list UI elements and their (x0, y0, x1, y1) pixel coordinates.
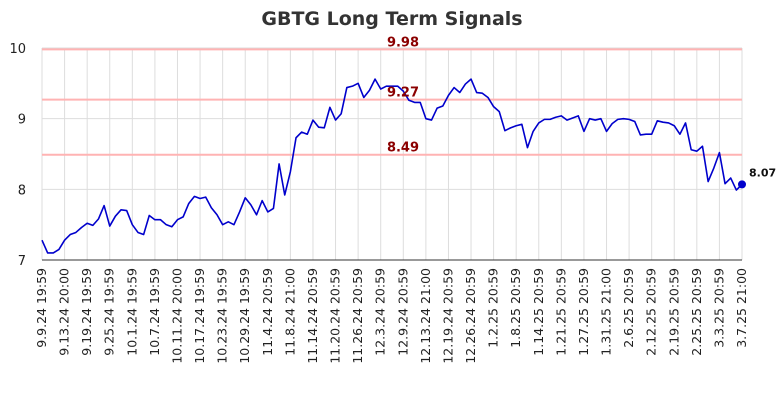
last-value-point (738, 180, 746, 189)
x-tick-label: 11.26.24 20:59 (350, 268, 365, 364)
x-tick-label: 10.1.24 19:59 (124, 268, 139, 356)
x-tick-label: 11.8.24 21:00 (282, 268, 297, 356)
x-tick-label: 10.11.24 20:00 (169, 268, 184, 364)
x-tick-label: 10.17.24 19:59 (192, 268, 207, 364)
x-tick-label: 9.9.24 19:59 (34, 268, 49, 348)
x-tick-label: 9.19.24 19:59 (79, 268, 94, 356)
axis-layer: 7 8 9 10 9.9.24 19:59 9.13.24 20:00 9.19.24 19… (9, 42, 749, 364)
signal-label: 9.98 (387, 35, 419, 50)
y-tick-label: 8 (18, 183, 26, 198)
x-tick-label: 12.19.24 20:59 (440, 268, 455, 364)
y-tick-label: 10 (9, 42, 26, 57)
x-tick-label: 2.19.25 20:59 (666, 268, 681, 356)
x-tick-label: 1.2.25 20:59 (486, 268, 501, 348)
series-layer (41, 78, 746, 254)
x-tick-label: 12.9.24 20:59 (395, 268, 410, 356)
chart-title: GBTG Long Term Signals (261, 8, 522, 30)
x-tick-label: 11.14.24 20:59 (305, 268, 320, 364)
x-tick-label: 9.25.24 19:59 (102, 268, 117, 356)
label-layer: 9.98 9.27 8.49 8.07 (387, 35, 776, 179)
price-line (41, 78, 743, 254)
x-tick-label: 2.6.25 20:59 (621, 268, 636, 348)
x-tick-label: 12.3.24 20:59 (373, 268, 388, 356)
x-tick-label: 1.31.25 21:00 (599, 268, 614, 356)
x-tick-label: 1.27.25 20:59 (576, 268, 591, 356)
x-tick-label: 10.23.24 19:59 (215, 268, 230, 364)
signal-layer (42, 48, 742, 156)
x-tick-label: 3.3.25 20:59 (711, 268, 726, 348)
last-value-label: 8.07 (749, 166, 776, 179)
x-tick-label: 11.4.24 20:59 (260, 268, 275, 356)
x-tick-label: 1.8.25 20:59 (508, 268, 523, 348)
x-tick-label: 3.7.25 21:00 (734, 268, 749, 348)
x-tick-label: 11.20.24 20:59 (328, 268, 343, 364)
x-tick-label: 10.29.24 19:59 (237, 268, 252, 364)
y-tick-label: 7 (18, 254, 26, 269)
x-tick-label: 10.7.24 19:59 (147, 268, 162, 356)
x-tick-label: 1.21.25 20:59 (553, 268, 568, 356)
x-tick-label: 1.14.25 20:59 (531, 268, 546, 356)
y-tick-label: 9 (18, 113, 26, 128)
x-tick-label: 9.13.24 20:00 (57, 268, 72, 356)
signal-label: 8.49 (387, 141, 419, 156)
signal-label: 9.27 (387, 86, 419, 101)
x-tick-label: 2.12.25 20:59 (644, 268, 659, 356)
x-tick-label: 2.25.25 20:59 (689, 268, 704, 356)
x-tick-label: 12.26.24 20:59 (463, 268, 478, 364)
x-tick-label: 12.13.24 21:00 (418, 268, 433, 364)
